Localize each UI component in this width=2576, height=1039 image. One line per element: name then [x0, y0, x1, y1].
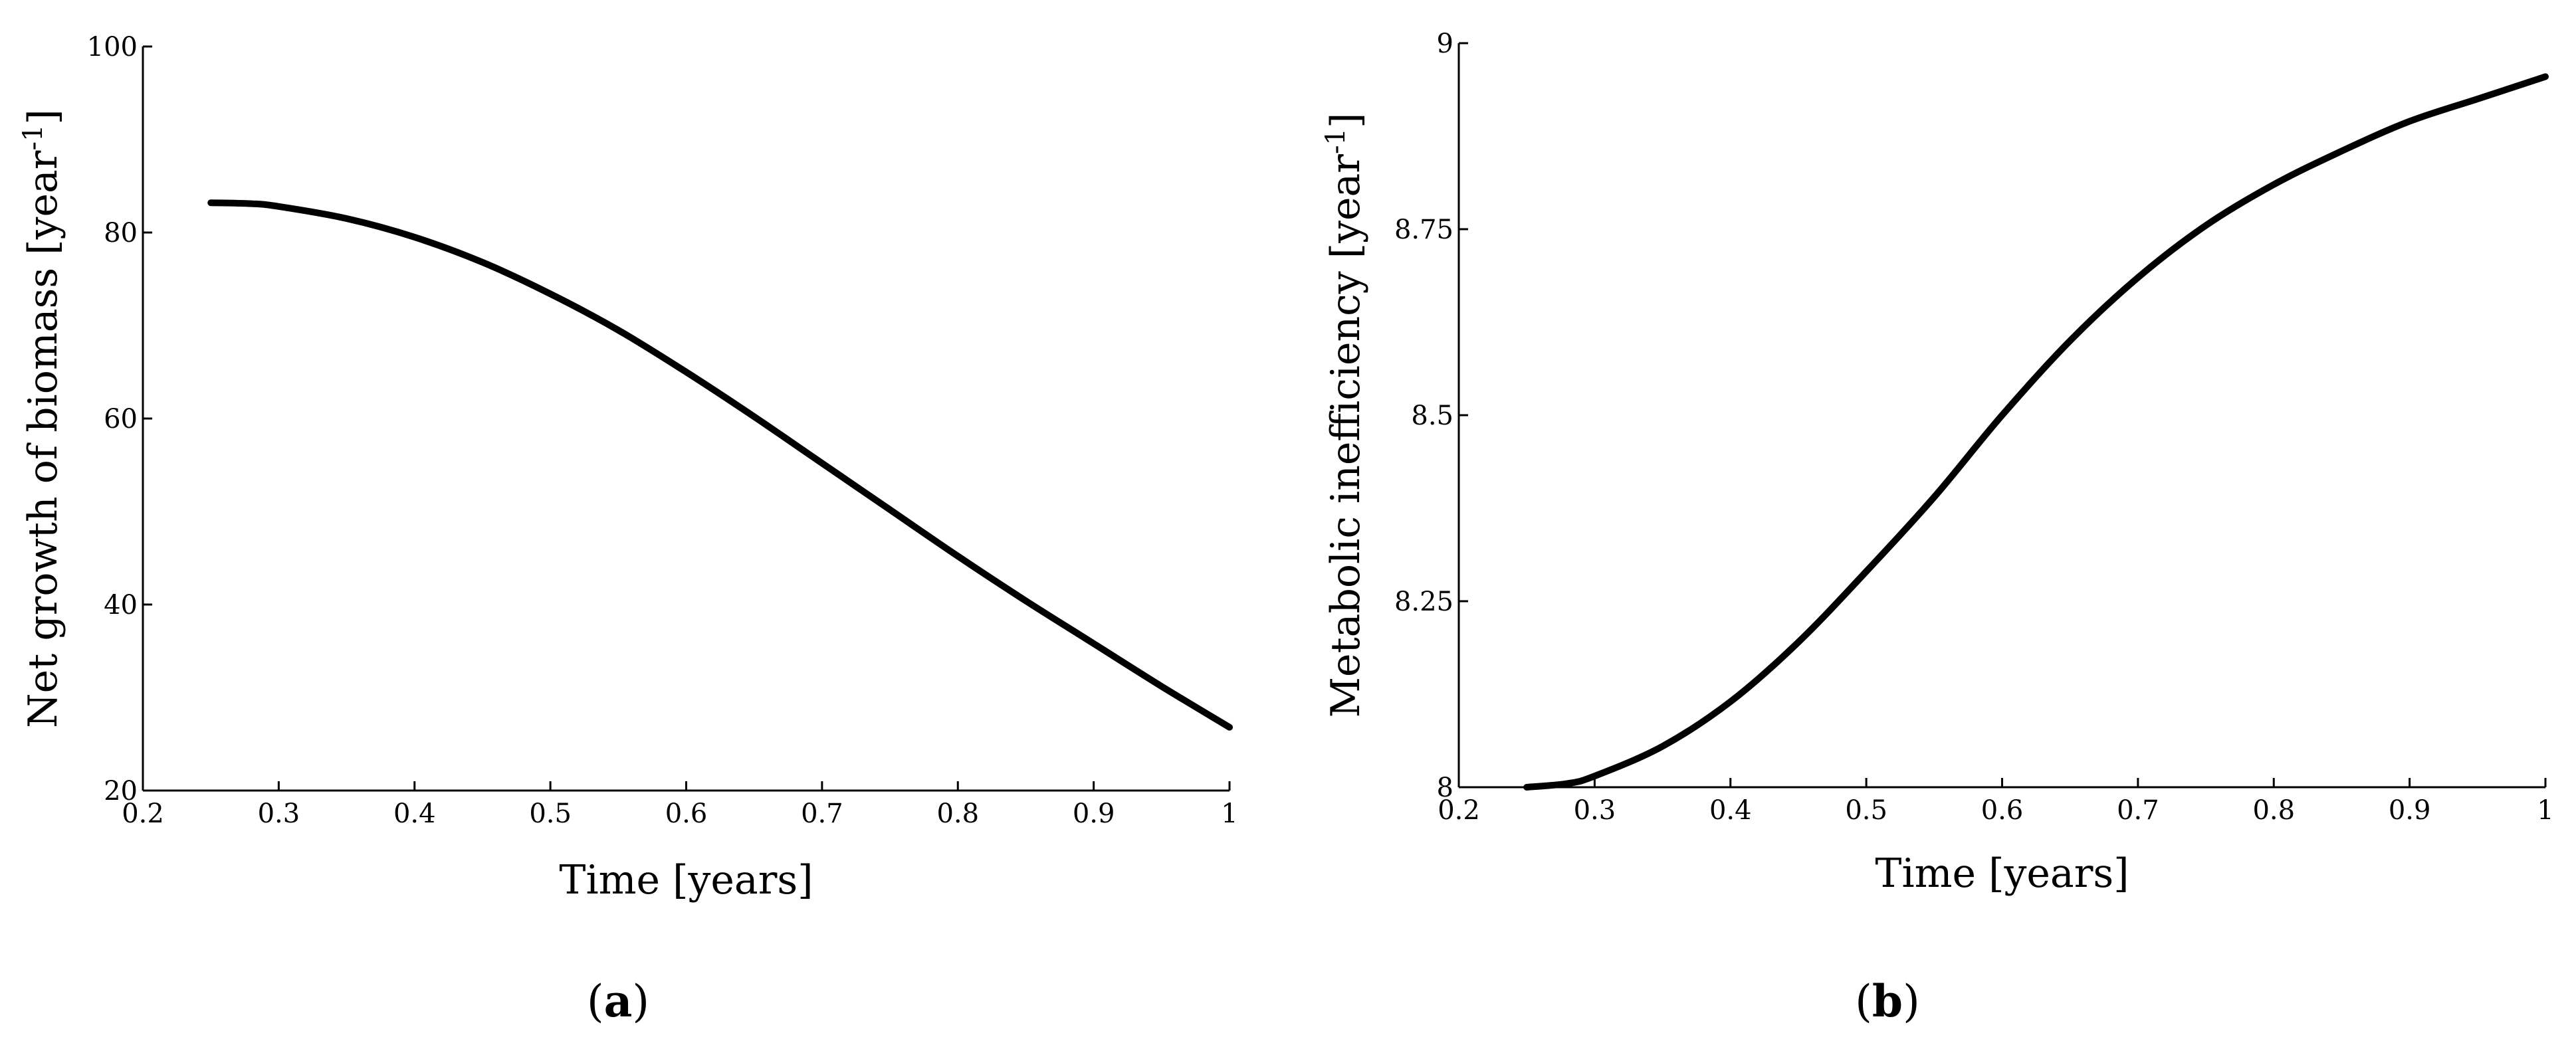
chart-b-x-tick-label-0-5: 0.5 [1845, 795, 1887, 826]
chart-a-y-tick-label-20: 20 [104, 776, 138, 806]
chart-a-y-axis-title-text: Net growth of biomass [year [20, 150, 66, 728]
chart-b-y-tick-label-8-25: 8.25 [1394, 587, 1453, 617]
chart-a-x-tick-label-0-8: 0.8 [936, 799, 979, 829]
chart-a-x-tick-label-0-7: 0.7 [801, 799, 843, 829]
chart-b-y-axis-title-text: Metabolic inefficiency [year [1323, 154, 1369, 718]
chart-b-y-tick-label-9: 9 [1437, 29, 1453, 59]
chart-a-x-tick-label-0-6: 0.6 [665, 799, 708, 829]
chart-a-y-tick-label-60: 60 [104, 404, 138, 434]
chart-b-y-tick-label-8-75: 8.75 [1394, 215, 1453, 245]
chart-b-x-tick-label-0-3: 0.3 [1574, 795, 1616, 826]
chart-a-ticks: 0.2 0.3 0.4 0.5 0.6 0.7 0.8 0.9 1 20 40 60 80 100 [87, 32, 1238, 829]
chart-a-axes [142, 47, 1230, 792]
chart-b-y-axis-title: Metabolic inefficiency [year-1] [1321, 113, 1369, 718]
chart-a-x-tick-label-0-2: 0.2 [122, 799, 164, 829]
chart-b-y-tick-label-8-5: 8.5 [1411, 401, 1453, 431]
chart-b-y-tick-label-8: 8 [1437, 773, 1453, 803]
chart-b-y-axis-title-exponent: -1 [1321, 128, 1351, 154]
chart-b: 0.2 0.3 0.4 0.5 0.6 0.7 0.8 0.9 1 8 8.25 8.5 8.75 9 T… [1321, 29, 2554, 1027]
chart-b-panel-label-open: ( [1855, 976, 1872, 1027]
chart-a-panel-label-letter: a [604, 975, 633, 1027]
chart-b-x-tick-label-0-8: 0.8 [2252, 795, 2295, 826]
chart-a-panel-label-open: ( [587, 976, 604, 1027]
chart-a-y-axis-title-exponent: -1 [18, 125, 49, 151]
chart-a: 0.2 0.3 0.4 0.5 0.6 0.7 0.8 0.9 1 20 40 60 80 100 Tim… [18, 32, 1238, 1027]
chart-b-ticks: 0.2 0.3 0.4 0.5 0.6 0.7 0.8 0.9 1 8 8.25 8.5 8.75 9 [1394, 29, 2554, 826]
chart-b-panel-label: (b) [1855, 975, 1920, 1027]
chart-a-y-tick-label-40: 40 [104, 590, 138, 620]
chart-a-panel-label: (a) [587, 975, 649, 1027]
chart-a-x-tick-label-0-3: 0.3 [258, 799, 300, 829]
chart-a-x-tick-label-0-9: 0.9 [1073, 799, 1115, 829]
chart-a-y-tick-label-100: 100 [87, 32, 138, 62]
chart-b-panel-label-letter: b [1872, 975, 1903, 1027]
chart-a-x-tick-label-0-5: 0.5 [529, 799, 572, 829]
chart-a-y-axis-title-close: ] [20, 109, 66, 124]
chart-b-x-tick-label-0-9: 0.9 [2389, 795, 2431, 826]
chart-a-y-tick-label-80: 80 [104, 218, 138, 248]
chart-a-y-axis-title: Net growth of biomass [year-1] [18, 109, 66, 728]
chart-a-x-axis-title: Time [years] [559, 857, 813, 903]
chart-a-x-tick-label-0-4: 0.4 [393, 799, 436, 829]
chart-b-y-axis-title-close: ] [1323, 113, 1369, 128]
chart-a-x-tick-label-1: 1 [1221, 799, 1237, 829]
chart-b-panel-label-close: ) [1903, 976, 1920, 1027]
chart-b-x-tick-label-0-7: 0.7 [2117, 795, 2159, 826]
chart-b-series-line [1523, 73, 2549, 791]
chart-b-x-tick-label-0-2: 0.2 [1438, 795, 1480, 826]
chart-b-x-tick-label-0-4: 0.4 [1709, 795, 1752, 826]
chart-a-series-line [207, 199, 1233, 731]
chart-b-x-tick-label-0-6: 0.6 [1981, 795, 2024, 826]
chart-b-x-axis-title: Time [years] [1875, 850, 2129, 897]
chart-a-panel-label-close: ) [632, 976, 649, 1027]
chart-b-x-tick-label-1: 1 [2537, 795, 2553, 826]
